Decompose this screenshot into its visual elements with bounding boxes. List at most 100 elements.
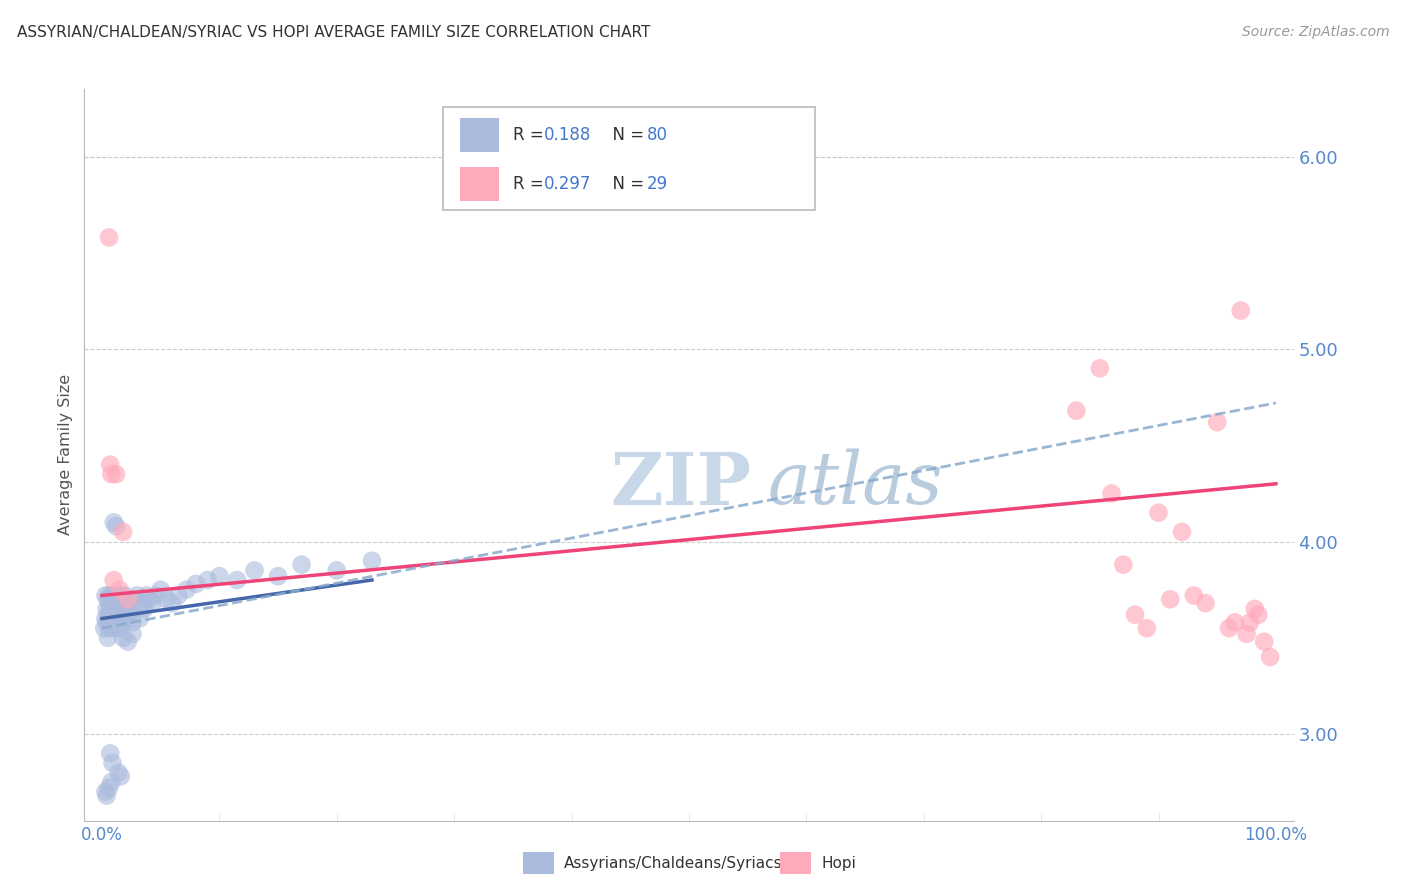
Point [128,611,150,625]
Point [131,596,153,610]
Point [105,611,128,625]
Point [97,607,120,622]
Point [94,785,117,799]
Point [108,582,131,597]
Point [103,596,125,610]
Text: N =: N = [602,175,650,193]
Point [100,467,122,482]
Point [1182,589,1205,603]
Point [108,602,131,616]
Point [1136,621,1159,635]
Point [98,611,121,625]
Point [107,589,129,603]
Point [1236,627,1258,641]
Point [112,602,135,616]
Point [1253,634,1275,648]
Point [100,589,122,603]
Point [103,607,125,622]
Y-axis label: Average Family Size: Average Family Size [58,375,73,535]
Point [117,596,139,610]
Point [1112,558,1135,572]
Point [100,775,122,789]
Point [98,458,121,472]
Text: 0.188: 0.188 [544,126,592,144]
Point [103,516,125,530]
Point [110,769,132,783]
Point [97,631,120,645]
Point [1101,486,1123,500]
Point [108,621,131,635]
Text: Source: ZipAtlas.com: Source: ZipAtlas.com [1241,25,1389,39]
Point [115,611,138,625]
Point [226,573,249,587]
Point [98,589,121,603]
Point [96,789,118,803]
Point [1258,650,1281,665]
Point [167,589,190,603]
Point [127,589,149,603]
Point [110,596,132,610]
Point [149,582,172,597]
Point [98,746,121,760]
Text: R =: R = [513,175,550,193]
Point [197,573,219,587]
Point [117,592,139,607]
Point [1194,596,1216,610]
Point [1171,524,1194,539]
Point [98,596,121,610]
Point [98,602,121,616]
Point [96,602,118,616]
Point [135,589,157,603]
Point [1247,607,1270,622]
Text: R =: R = [513,126,550,144]
Point [1066,403,1088,417]
Point [1147,506,1170,520]
Text: ASSYRIAN/CHALDEAN/SYRIAC VS HOPI AVERAGE FAMILY SIZE CORRELATION CHART: ASSYRIAN/CHALDEAN/SYRIAC VS HOPI AVERAGE… [17,25,650,40]
Point [105,519,128,533]
Point [101,592,124,607]
Point [243,563,266,577]
Point [1229,303,1251,318]
Point [111,589,134,603]
Point [124,602,146,616]
Point [112,524,135,539]
Text: Assyrians/Chaldeans/Syriacs: Assyrians/Chaldeans/Syriacs [564,855,782,871]
Point [112,631,135,645]
Point [114,602,136,616]
Point [1088,361,1111,376]
Point [98,780,121,795]
Point [112,589,135,603]
Point [176,582,198,597]
Point [1239,615,1261,630]
Point [1159,592,1181,607]
Point [326,563,349,577]
Text: atlas: atlas [768,449,943,519]
Point [104,589,127,603]
Point [101,602,124,616]
Point [118,607,141,622]
Point [97,592,120,607]
Point [98,615,121,630]
Point [98,621,121,635]
Point [134,602,156,616]
Point [100,611,122,625]
Text: Hopi: Hopi [821,855,856,871]
Text: ZIP: ZIP [610,449,751,520]
Text: N =: N = [602,126,650,144]
Point [105,592,128,607]
Point [105,467,128,482]
Point [141,596,163,610]
Point [121,615,143,630]
Point [94,589,117,603]
Point [267,569,290,583]
Point [1123,607,1146,622]
Point [104,615,127,630]
Point [108,611,131,625]
Point [120,592,142,607]
Point [105,596,128,610]
Point [107,621,129,635]
Point [1223,615,1246,630]
Point [94,611,117,625]
Point [98,230,121,244]
Point [1206,415,1229,429]
